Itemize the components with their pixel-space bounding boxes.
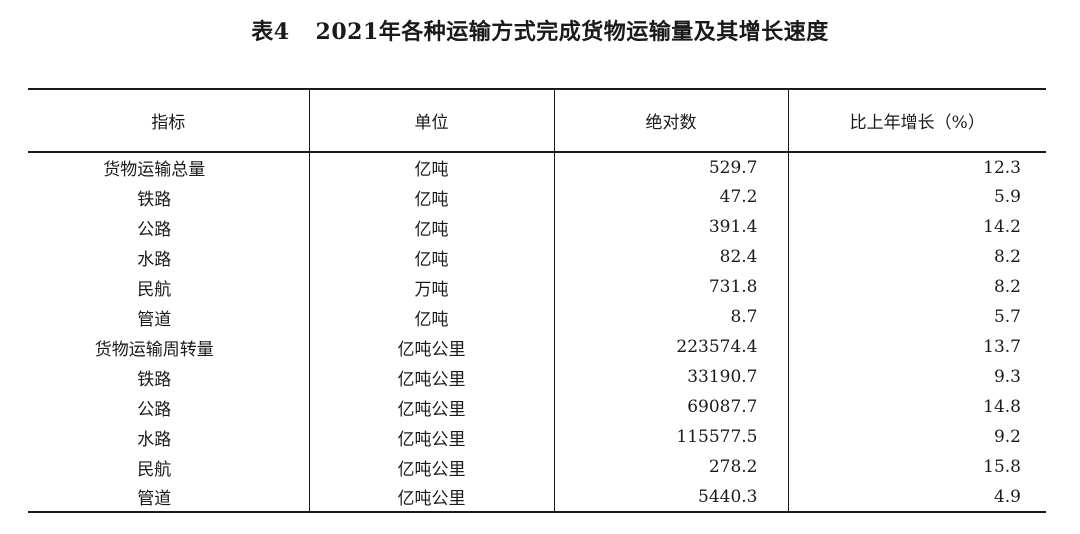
table-row: 货物运输周转量 亿吨公里 223574.4 13.7: [28, 332, 1046, 362]
cell-growth: 5.7: [787, 302, 1046, 332]
cell-absolute: 115577.5: [553, 422, 788, 452]
cell-growth: 4.9: [787, 482, 1046, 513]
cell-absolute: 47.2: [553, 182, 788, 212]
cell-indicator: 公路: [137, 399, 172, 420]
cell-indicator: 管道: [28, 482, 309, 513]
freight-volume-table: 指标 单位 绝对数 比上年增长（%） 货物运输总量 亿吨 529.7 12.3 铁路 亿吨…: [28, 88, 1046, 513]
cell-unit: 亿吨: [308, 152, 554, 182]
cell-indicator: 管道: [137, 309, 172, 330]
cell-unit: 亿吨: [308, 242, 554, 272]
cell-growth: 8.2: [787, 242, 1046, 272]
table-row: 货物运输总量 亿吨 529.7 12.3: [28, 152, 1046, 182]
cell-indicator: 水路: [137, 249, 172, 270]
table-number: 表4: [251, 19, 290, 45]
table-row: 水路 亿吨 82.4 8.2: [28, 242, 1046, 272]
cell-indicator: 铁路: [137, 369, 172, 390]
cell-absolute: 223574.4: [553, 332, 788, 362]
cell-unit: 亿吨公里: [308, 422, 554, 452]
table-title-text: 2021年各种运输方式完成货物运输量及其增长速度: [315, 19, 829, 45]
cell-absolute: 69087.7: [553, 392, 788, 422]
cell-absolute: 278.2: [553, 452, 788, 482]
table-row: 民航 亿吨公里 278.2 15.8: [28, 452, 1046, 482]
table-row: 铁路 亿吨公里 33190.7 9.3: [28, 362, 1046, 392]
table-row: 公路 亿吨公里 69087.7 14.8: [28, 392, 1046, 422]
header-row: 指标 单位 绝对数 比上年增长（%）: [28, 88, 1046, 153]
table-row: 管道 亿吨公里 5440.3 4.9: [28, 482, 1046, 513]
cell-growth: 13.7: [787, 332, 1046, 362]
cell-unit: 亿吨公里: [308, 332, 554, 362]
table-row: 民航 万吨 731.8 8.2: [28, 272, 1046, 302]
cell-growth: 12.3: [787, 152, 1046, 182]
cell-unit: 万吨: [308, 272, 554, 302]
table-row: 管道 亿吨 8.7 5.7: [28, 302, 1046, 332]
cell-indicator: 民航: [137, 279, 172, 300]
cell-unit: 亿吨公里: [308, 482, 554, 513]
header-growth: 比上年增长（%）: [787, 88, 1046, 153]
cell-absolute: 529.7: [553, 152, 788, 182]
cell-indicator: 水路: [137, 429, 172, 450]
cell-absolute: 8.7: [553, 302, 788, 332]
cell-absolute: 33190.7: [553, 362, 788, 392]
cell-unit: 亿吨: [308, 212, 554, 242]
table-row: 水路 亿吨公里 115577.5 9.2: [28, 422, 1046, 452]
cell-unit: 亿吨公里: [308, 362, 554, 392]
cell-indicator: 铁路: [137, 189, 172, 210]
header-indicator: 指标: [28, 88, 309, 153]
cell-growth: 5.9: [787, 182, 1046, 212]
cell-growth: 15.8: [787, 452, 1046, 482]
table-title: 表4 2021年各种运输方式完成货物运输量及其增长速度: [0, 14, 1080, 46]
header-unit: 单位: [308, 88, 554, 153]
cell-growth: 9.3: [787, 362, 1046, 392]
cell-indicator: 民航: [137, 459, 172, 480]
cell-unit: 亿吨公里: [308, 392, 554, 422]
cell-absolute: 391.4: [553, 212, 788, 242]
cell-growth: 9.2: [787, 422, 1046, 452]
cell-growth: 14.2: [787, 212, 1046, 242]
cell-indicator: 货物运输周转量: [94, 339, 214, 360]
table-row: 公路 亿吨 391.4 14.2: [28, 212, 1046, 242]
header-absolute: 绝对数: [553, 88, 788, 153]
cell-indicator: 货物运输总量: [103, 160, 206, 180]
cell-indicator: 公路: [137, 219, 172, 240]
table-row: 铁路 亿吨 47.2 5.9: [28, 182, 1046, 212]
cell-growth: 8.2: [787, 272, 1046, 302]
cell-absolute: 82.4: [553, 242, 788, 272]
cell-growth: 14.8: [787, 392, 1046, 422]
cell-unit: 亿吨: [308, 182, 554, 212]
cell-absolute: 731.8: [553, 272, 788, 302]
cell-absolute: 5440.3: [553, 482, 788, 513]
cell-unit: 亿吨公里: [308, 452, 554, 482]
table-body: 货物运输总量 亿吨 529.7 12.3 铁路 亿吨 47.2 5.9 公路 亿吨 391.4 14.…: [28, 152, 1046, 513]
cell-unit: 亿吨: [308, 302, 554, 332]
